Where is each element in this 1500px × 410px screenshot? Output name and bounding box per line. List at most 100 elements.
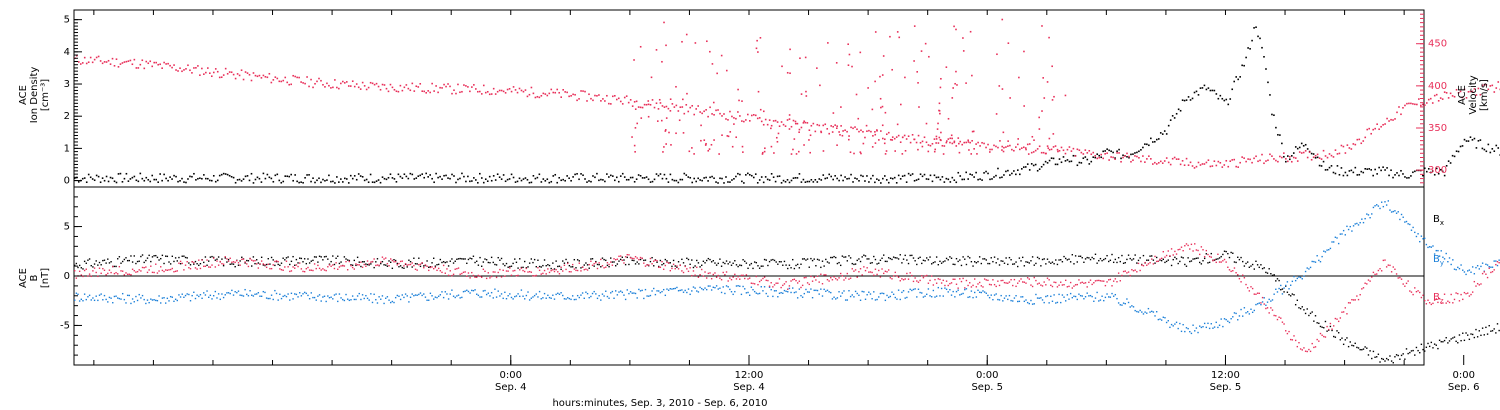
b-bx-point [398,266,400,268]
velocity-point [1455,88,1458,91]
b-bx-point [105,262,107,264]
velocity-point [913,25,916,27]
b-bz-point [859,268,862,270]
b-by-point [1334,236,1337,238]
velocity-point [792,119,795,122]
velocity-point [812,122,815,125]
b-by-point [1064,300,1067,302]
density-point [578,178,580,181]
density-point [576,173,578,175]
density-point [588,180,590,182]
density-point [431,177,433,180]
b-bx-point [555,260,557,262]
b-by-point [833,296,835,298]
b-bz-point [1354,299,1356,301]
b-bx-point [651,256,653,259]
b-by-point [191,294,193,297]
b-bx-point [1397,354,1399,357]
b-bx-point [95,260,97,262]
b-bz-point [563,264,566,266]
density-point [1372,174,1374,177]
b-bx-point [241,256,243,258]
density-point [181,177,183,180]
b-bz-point [1208,255,1211,258]
b-bx-point [846,260,849,262]
velocity-point [904,149,907,152]
b-bx-point [993,256,996,258]
b-by-point [954,296,956,298]
b-by-point [596,297,599,300]
b-bx-point [208,260,210,262]
density-point [1283,155,1285,158]
velocity-point [240,69,243,72]
density-point [917,178,920,181]
b-bx-point [524,260,526,263]
b-bz-point [1465,292,1467,295]
b-by-point [752,288,754,291]
density-point [520,179,523,182]
velocity-point [665,117,668,119]
b-by-point [1286,281,1289,283]
velocity-point [268,72,271,75]
b-bx-point [833,255,835,258]
density-point [1453,155,1456,158]
velocity-point [419,82,422,85]
b-bz-point [848,278,850,280]
b-bx-point [606,264,609,267]
density-point [1038,168,1041,170]
velocity-point [1435,93,1438,96]
velocity-point [1024,147,1027,149]
b-bx-point [247,260,250,262]
velocity-point [647,103,650,106]
density-point [615,176,618,179]
b-bz-point [1091,283,1093,286]
velocity-point [1054,145,1057,147]
velocity-point [1025,148,1027,151]
b-bx-point [297,262,299,264]
velocity-point [842,130,844,132]
b-by-point [1078,293,1080,295]
b-bx-point [722,261,724,264]
b-bx-point [676,266,678,268]
b-by-point [780,291,782,294]
velocity-point [1183,164,1186,167]
velocity-point [1026,143,1029,146]
b-by-point [692,286,695,288]
density-point [927,178,930,181]
density-point [216,179,219,182]
velocity-point [1364,136,1367,139]
density-point [1072,154,1075,157]
density-point [1245,56,1247,59]
b-bz-point [1160,257,1163,260]
b-by-point [269,297,271,300]
velocity-point [383,84,386,86]
b-by-point [568,297,571,300]
b-bx-point [171,255,174,257]
b-bz-point [363,263,365,266]
b-by-point [370,293,372,295]
b-by-point [188,293,190,296]
b-bz-point [325,269,327,272]
b-bz-point [1483,271,1485,273]
b-by-point [892,293,895,296]
density-point [731,179,733,181]
b-by-point [123,298,126,301]
b-by-point [924,295,926,297]
b-by-point [1235,312,1237,315]
b-by-point [236,291,238,294]
b-bz-point [780,286,782,289]
velocity-point [894,150,896,152]
density-point [1231,88,1234,91]
velocity-point [244,71,247,73]
b-bx-point [317,261,319,263]
b-by-point [548,296,551,299]
b-by-point [492,297,494,299]
b-bz-point [191,260,193,263]
density-point [1136,151,1138,154]
velocity-point [1128,155,1130,158]
velocity-point [107,59,110,62]
b-bz-point [613,258,615,260]
velocity-point [685,104,688,106]
b-bx-point [477,264,480,266]
velocity-point [1465,97,1468,99]
